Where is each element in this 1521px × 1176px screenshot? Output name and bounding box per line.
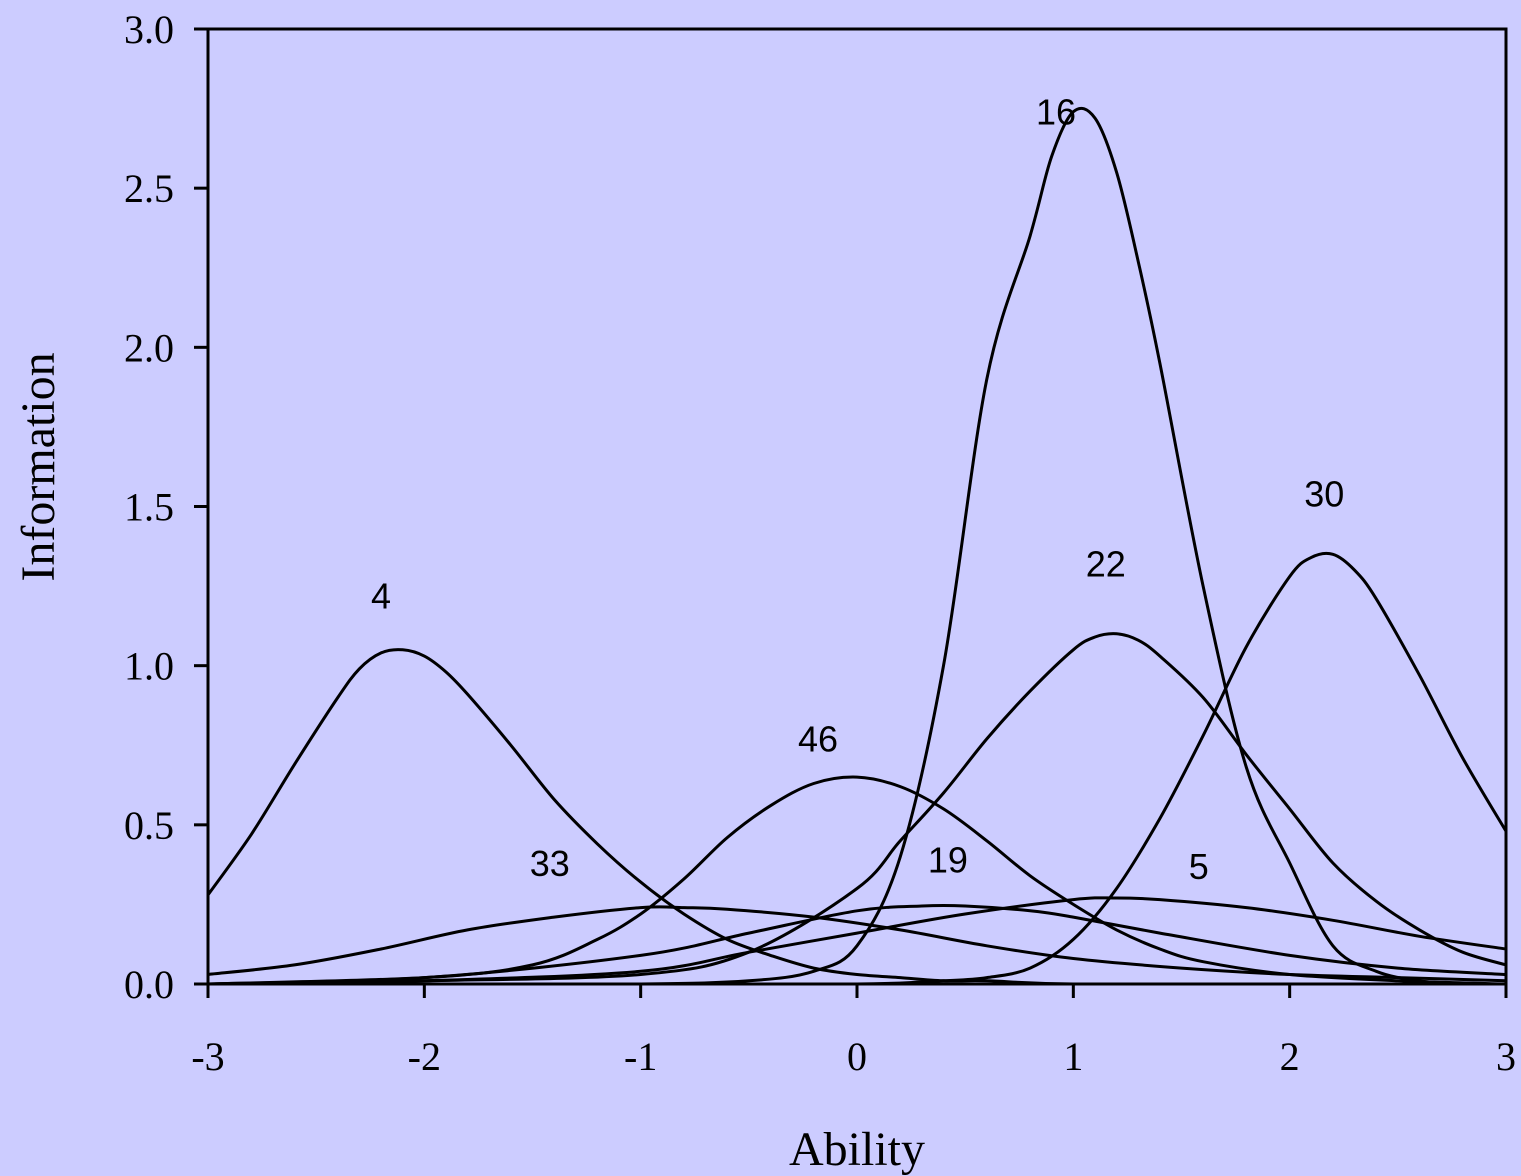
series-curve-30 <box>207 551 1508 986</box>
series-label-30: 30 <box>1304 474 1344 515</box>
series-label-19: 19 <box>928 840 968 881</box>
y-axis: 0.0 0.5 1.0 1.5 2.0 2.5 3.0 <box>124 7 208 1007</box>
y-tick-label: 2.0 <box>124 325 174 370</box>
series-curve-22 <box>207 632 1507 986</box>
series-curve-4 <box>206 648 1506 986</box>
y-tick-label: 0.0 <box>124 962 174 1007</box>
series-curve-5 <box>207 896 1507 986</box>
x-tick-label: -2 <box>408 1034 441 1079</box>
series-label-16: 16 <box>1036 92 1076 133</box>
y-tick-label: 1.0 <box>124 644 174 689</box>
series-curves <box>206 106 1508 986</box>
x-axis-title: Ability <box>789 1123 925 1176</box>
series-label-22: 22 <box>1086 544 1126 585</box>
x-tick-label: 2 <box>1280 1034 1300 1079</box>
y-tick-label: 3.0 <box>124 7 174 52</box>
series-label-4: 4 <box>371 575 391 616</box>
x-tick-label: 0 <box>847 1034 867 1079</box>
series-curve-46 <box>207 775 1507 986</box>
y-axis-title: Information <box>12 352 65 581</box>
y-tick-label: 1.5 <box>124 485 174 530</box>
x-tick-label: -3 <box>191 1034 224 1079</box>
x-axis: -3 -2 -1 0 1 2 3 <box>191 984 1516 1079</box>
x-tick-label: -1 <box>624 1034 657 1079</box>
y-tick-label: 2.5 <box>124 166 174 211</box>
series-curve-19 <box>207 903 1507 986</box>
y-tick-label: 0.5 <box>124 803 174 848</box>
series-curve-16 <box>207 106 1506 986</box>
series-label-46: 46 <box>798 719 838 760</box>
series-label-5: 5 <box>1189 846 1209 887</box>
x-tick-label: 1 <box>1063 1034 1083 1079</box>
series-curve-33 <box>207 905 1507 983</box>
series-labels: 16 30 22 4 46 33 19 5 <box>371 92 1344 887</box>
x-tick-label: 3 <box>1496 1034 1516 1079</box>
series-label-33: 33 <box>530 843 570 884</box>
